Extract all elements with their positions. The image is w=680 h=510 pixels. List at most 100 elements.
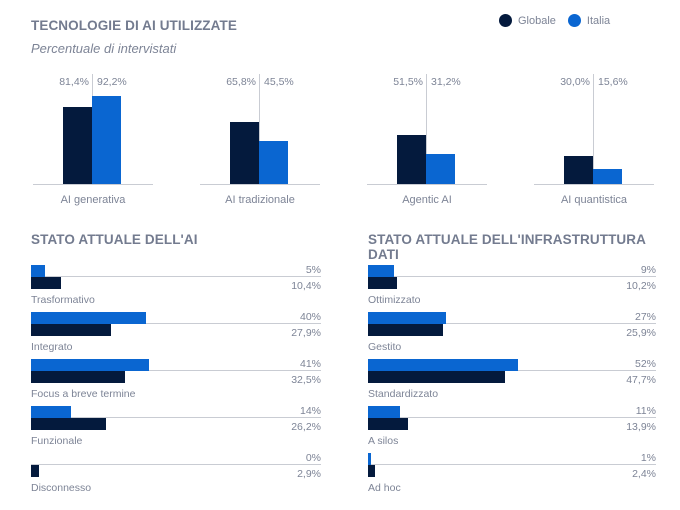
value-label-globale: 32,5% bbox=[291, 374, 321, 386]
bar-globale bbox=[368, 324, 443, 336]
bar-globale bbox=[63, 106, 92, 184]
bar-globale bbox=[31, 418, 107, 430]
dot-navy-icon bbox=[499, 14, 512, 27]
value-label-italia: 0% bbox=[305, 452, 321, 464]
value-label-globale: 47,7% bbox=[626, 374, 656, 386]
row-divider bbox=[368, 417, 656, 418]
value-label-globale: 51,5% bbox=[393, 76, 423, 88]
bar-italia bbox=[31, 406, 72, 418]
bar-globale bbox=[368, 418, 409, 430]
bar-row: 9% 10,2% Ottimizzato bbox=[368, 260, 656, 307]
value-label-globale: 2,9% bbox=[297, 468, 321, 480]
value-label-italia: 14% bbox=[299, 405, 321, 417]
category-label: Disconnesso bbox=[31, 482, 92, 494]
category-label: A silos bbox=[368, 435, 399, 447]
value-label-globale: 10,4% bbox=[291, 280, 321, 292]
category-label: Funzionale bbox=[31, 435, 83, 447]
value-label-globale: 13,9% bbox=[626, 421, 656, 433]
row-divider bbox=[368, 323, 656, 324]
bar-row: 41% 32,5% Focus a breve termine bbox=[31, 354, 321, 401]
category-label: Integrato bbox=[31, 341, 73, 353]
legend: Globale Italia bbox=[499, 14, 622, 27]
infrastructure-state-chart: 9% 10,2% Ottimizzato 27% 25,9% Gestito 52% 47,7… bbox=[368, 260, 656, 495]
category-label: AI generativa bbox=[60, 194, 126, 206]
row-divider bbox=[31, 370, 321, 371]
category-label: Agentic AI bbox=[402, 194, 452, 206]
bar-row: 5% 10,4% Trasformativo bbox=[31, 260, 321, 307]
row-divider bbox=[31, 464, 321, 465]
value-label-italia: 5% bbox=[305, 264, 321, 276]
bar-row: 11% 13,9% A silos bbox=[368, 401, 656, 448]
legend-item-globale: Globale bbox=[499, 14, 556, 27]
value-label-globale: 25,9% bbox=[626, 327, 656, 339]
divider-line bbox=[259, 74, 260, 184]
value-label-globale: 30,0% bbox=[560, 76, 590, 88]
value-label-globale: 81,4% bbox=[59, 76, 89, 88]
dot-blue-icon bbox=[567, 14, 581, 27]
bar-globale bbox=[31, 371, 125, 383]
value-label-globale: 27,9% bbox=[291, 327, 321, 339]
bar-row: 27% 25,9% Gestito bbox=[368, 307, 656, 354]
value-label-italia: 45,5% bbox=[264, 76, 294, 88]
value-label-italia: 15,6% bbox=[598, 76, 628, 88]
bar-globale bbox=[564, 155, 593, 184]
bar-italia bbox=[31, 359, 150, 371]
value-label-italia: 1% bbox=[640, 452, 656, 464]
bar-row: 52% 47,7% Standardizzato bbox=[368, 354, 656, 401]
bar-italia bbox=[92, 96, 121, 184]
value-label-globale: 2,4% bbox=[632, 468, 656, 480]
divider-line bbox=[426, 74, 427, 184]
bar-globale bbox=[368, 465, 375, 477]
bar-globale bbox=[230, 121, 259, 184]
value-label-italia: 9% bbox=[640, 264, 656, 276]
bar-globale bbox=[397, 135, 426, 184]
chart-title-technologies: TECNOLOGIE DI AI UTILIZZATE bbox=[31, 18, 237, 33]
bar-group: 65,8% 45,5% AI tradizionale bbox=[200, 74, 330, 214]
bar-italia bbox=[368, 406, 400, 418]
x-axis-line bbox=[200, 184, 320, 185]
value-label-italia: 52% bbox=[634, 358, 656, 370]
category-label: Ad hoc bbox=[368, 482, 401, 494]
value-label-globale: 26,2% bbox=[291, 421, 321, 433]
value-label-globale: 65,8% bbox=[226, 76, 256, 88]
bar-globale bbox=[31, 324, 112, 336]
bar-globale bbox=[368, 371, 506, 383]
row-divider bbox=[368, 464, 656, 465]
x-axis-line bbox=[534, 184, 654, 185]
legend-label: Globale bbox=[518, 14, 556, 27]
chart-subtitle: Percentuale di intervistati bbox=[31, 41, 177, 56]
bar-row: 14% 26,2% Funzionale bbox=[31, 401, 321, 448]
chart-title-ai-state: STATO ATTUALE DELL'AI bbox=[31, 232, 198, 247]
category-label: Standardizzato bbox=[368, 388, 439, 400]
value-label-globale: 10,2% bbox=[626, 280, 656, 292]
chart-title-infrastructure-state: STATO ATTUALE DELL'INFRASTRUTTURA DATI bbox=[368, 232, 646, 262]
category-label: Ottimizzato bbox=[368, 294, 421, 306]
value-label-italia: 40% bbox=[299, 311, 321, 323]
category-label: Trasformativo bbox=[31, 294, 95, 306]
category-label: Gestito bbox=[368, 341, 402, 353]
bar-row: 0% 2,9% Disconnesso bbox=[31, 448, 321, 495]
category-label: Focus a breve termine bbox=[31, 388, 136, 400]
row-divider bbox=[31, 276, 321, 277]
value-label-italia: 31,2% bbox=[431, 76, 461, 88]
bar-italia bbox=[426, 154, 455, 184]
legend-item-italia: Italia bbox=[567, 14, 611, 27]
value-label-italia: 11% bbox=[635, 405, 656, 417]
value-label-italia: 41% bbox=[299, 358, 321, 370]
bar-group: 81,4% 92,2% AI generativa bbox=[33, 74, 163, 214]
divider-line bbox=[593, 74, 594, 184]
bar-italia bbox=[368, 359, 518, 371]
category-label: AI tradizionale bbox=[225, 194, 295, 206]
bar-italia bbox=[368, 265, 394, 277]
bar-globale bbox=[368, 277, 398, 289]
row-divider bbox=[31, 323, 321, 324]
legend-label: Italia bbox=[586, 14, 611, 27]
bar-italia bbox=[593, 169, 622, 184]
bar-globale bbox=[31, 465, 40, 477]
x-axis-line bbox=[33, 184, 153, 185]
bar-italia bbox=[368, 453, 371, 465]
category-label: AI quantistica bbox=[560, 194, 628, 206]
value-label-italia: 27% bbox=[634, 311, 656, 323]
bar-row: 40% 27,9% Integrato bbox=[31, 307, 321, 354]
row-divider bbox=[31, 417, 321, 418]
